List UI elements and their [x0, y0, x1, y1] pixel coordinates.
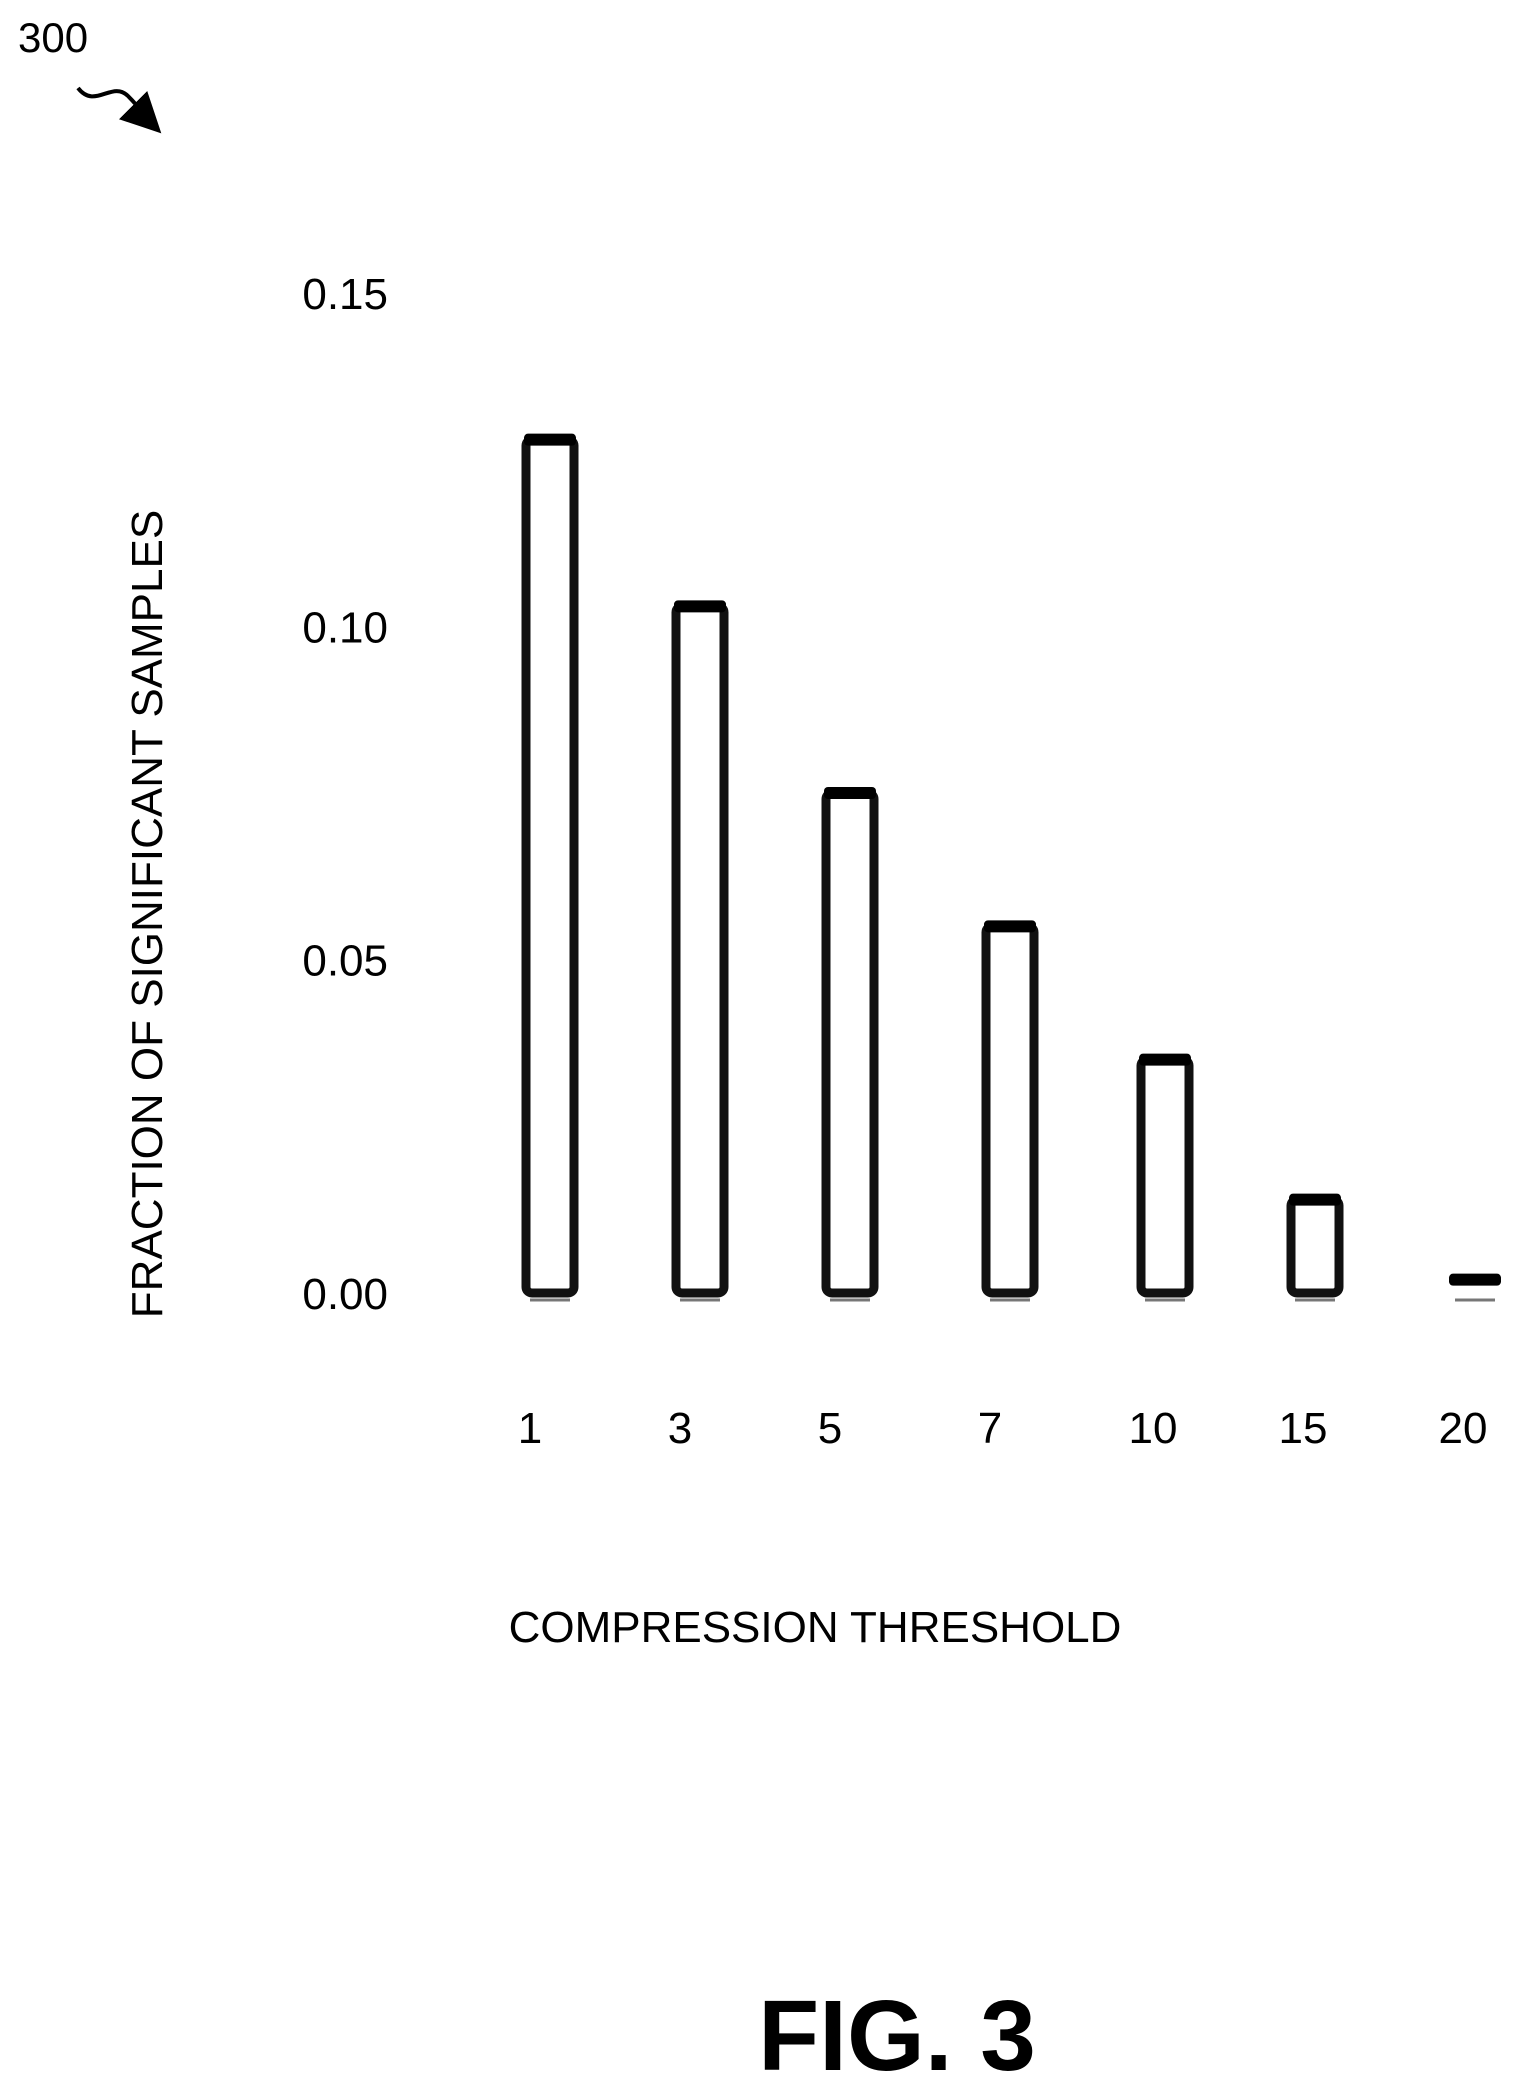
reference-leader-arrow	[76, 86, 162, 134]
bar	[521, 433, 579, 1302]
x-tick-label: 5	[818, 1404, 842, 1453]
x-tick-label: 7	[978, 1404, 1002, 1453]
figure-label: FIG. 3	[758, 1980, 1036, 2085]
x-tick-label: 3	[668, 1404, 692, 1453]
x-tick-label: 1	[518, 1404, 542, 1453]
bar-top-cap	[1289, 1193, 1341, 1206]
y-tick-label: 0.05	[302, 937, 388, 986]
x-axis-ticks: 1 3 5 7 10 15 20	[518, 1404, 1488, 1453]
y-axis-title: FRACTION OF SIGNIFICANT SAMPLES	[123, 510, 172, 1318]
bar	[1449, 1273, 1501, 1302]
y-axis-ticks: 0.00 0.05 0.10 0.15	[302, 270, 388, 1319]
bar	[1136, 1053, 1194, 1302]
bar-outline	[1136, 1055, 1194, 1298]
bar-outline	[671, 601, 729, 1298]
bar-top-cap	[824, 787, 876, 799]
x-axis-title: COMPRESSION THRESHOLD	[509, 1603, 1122, 1652]
x-tick-label: 20	[1439, 1404, 1488, 1453]
bar	[1286, 1193, 1344, 1302]
bar	[821, 787, 879, 1302]
bar-series	[521, 433, 1501, 1302]
bar	[671, 600, 729, 1302]
bar-outline	[1286, 1195, 1344, 1298]
reference-number: 300	[18, 14, 88, 61]
bar-top-cap	[674, 600, 726, 613]
x-tick-label: 15	[1279, 1404, 1328, 1453]
bar-top-cap	[524, 433, 576, 446]
x-tick-label: 10	[1129, 1404, 1178, 1453]
y-tick-label: 0.15	[302, 270, 388, 319]
bar-top-cap	[1139, 1053, 1191, 1066]
bar-top-cap	[1449, 1273, 1501, 1286]
bar-outline	[521, 435, 579, 1298]
y-tick-label: 0.10	[302, 603, 388, 652]
bar-outline	[981, 921, 1039, 1298]
bar	[981, 920, 1039, 1302]
y-tick-label: 0.00	[302, 1270, 388, 1319]
bar-outline	[821, 788, 879, 1298]
bar-top-cap	[984, 920, 1036, 933]
